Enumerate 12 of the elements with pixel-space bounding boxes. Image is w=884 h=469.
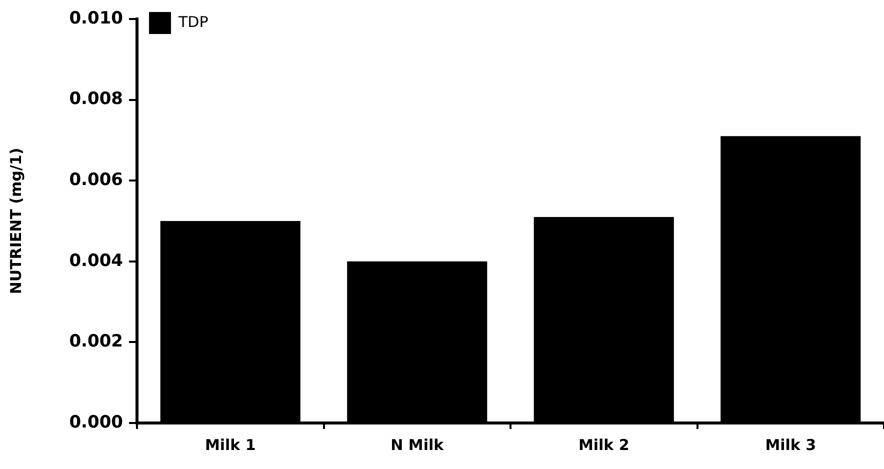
y-axis-title: NUTRIENT (mg/1) xyxy=(6,148,25,294)
y-tick-label: 0.002 xyxy=(69,332,123,352)
y-tick-label: 0.004 xyxy=(69,250,124,271)
x-tick-label: Milk 1 xyxy=(204,436,256,454)
y-tick-label: 0.008 xyxy=(69,89,123,110)
legend-label: TDP xyxy=(178,12,208,31)
y-tick-label: 0.010 xyxy=(69,8,124,28)
x-tick-label: N Milk xyxy=(390,436,445,454)
y-tick-label: 0.000 xyxy=(69,412,124,432)
y-tick-label: 0.006 xyxy=(69,170,123,190)
x-tick-label: Milk 2 xyxy=(578,436,630,454)
x-tick-label: Milk 3 xyxy=(765,436,816,454)
